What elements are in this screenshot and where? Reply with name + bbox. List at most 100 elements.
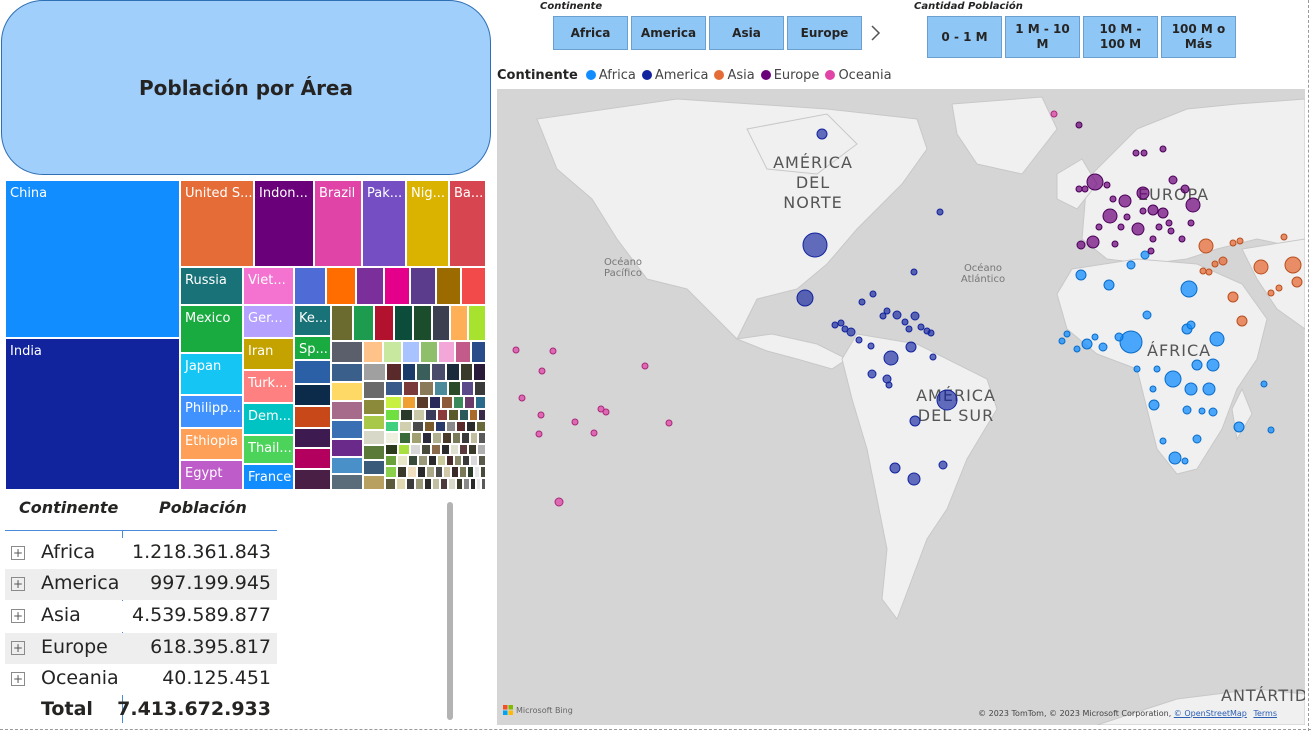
treemap-tile[interactable]: Ba... <box>449 180 486 267</box>
treemap-tile[interactable]: Ger... <box>243 305 294 338</box>
map-bubbles[interactable] <box>497 89 1305 725</box>
treemap-tile[interactable] <box>456 478 463 490</box>
col-header-population[interactable]: Población <box>159 498 247 517</box>
expand-icon[interactable]: + <box>11 577 25 591</box>
treemap-tile[interactable]: Russia <box>180 267 243 305</box>
treemap[interactable]: China India United S... Indon... Brazil … <box>5 180 486 490</box>
treemap-tile[interactable]: Thail... <box>243 435 294 464</box>
treemap-tile[interactable]: Turk... <box>243 370 294 403</box>
treemap-tile[interactable] <box>294 384 331 406</box>
treemap-tile[interactable]: Indon... <box>254 180 314 267</box>
bubble-map[interactable]: AMÉRICA DEL NORTE Océano Pacífico Océano… <box>497 89 1305 725</box>
treemap-tile[interactable] <box>424 478 432 490</box>
treemap-tile[interactable] <box>363 399 385 415</box>
treemap-tile[interactable] <box>385 409 400 421</box>
treemap-tile[interactable] <box>406 478 415 490</box>
treemap-tile[interactable] <box>331 474 363 490</box>
treemap-tile[interactable] <box>331 382 363 401</box>
treemap-tile[interactable] <box>432 305 450 341</box>
treemap-tile[interactable] <box>470 478 476 490</box>
treemap-tile[interactable] <box>385 396 402 409</box>
treemap-tile[interactable] <box>480 466 486 478</box>
treemap-tile[interactable] <box>468 444 477 455</box>
treemap-tile[interactable] <box>462 455 470 466</box>
treemap-tile[interactable] <box>410 444 421 455</box>
treemap-tile[interactable] <box>416 396 429 409</box>
slicer-btn-america[interactable]: America <box>631 16 706 50</box>
treemap-tile[interactable] <box>294 428 331 448</box>
treemap-tile[interactable] <box>460 363 473 381</box>
treemap-tile[interactable] <box>448 381 461 396</box>
scrollbar[interactable] <box>447 502 453 720</box>
treemap-tile[interactable] <box>331 363 363 382</box>
treemap-tile[interactable] <box>385 381 403 396</box>
treemap-tile[interactable] <box>294 360 331 384</box>
treemap-tile[interactable]: Japan <box>180 353 243 395</box>
treemap-tile[interactable] <box>363 363 386 381</box>
treemap-tile[interactable] <box>459 444 468 455</box>
treemap-tile[interactable] <box>474 381 486 396</box>
slicer-btn-0-1m[interactable]: 0 - 1 M <box>927 16 1002 58</box>
treemap-tile[interactable] <box>464 396 475 409</box>
treemap-tile[interactable] <box>435 421 446 432</box>
treemap-tile[interactable] <box>431 363 446 381</box>
treemap-tile[interactable] <box>478 455 486 466</box>
treemap-tile[interactable] <box>459 466 467 478</box>
treemap-tile[interactable] <box>385 455 397 466</box>
treemap-tile[interactable] <box>471 341 486 363</box>
expand-icon[interactable]: + <box>11 672 25 686</box>
treemap-tile[interactable] <box>407 466 417 478</box>
treemap-tile[interactable] <box>331 305 353 341</box>
treemap-tile[interactable] <box>386 363 402 381</box>
terms-link[interactable]: Terms <box>1253 709 1277 718</box>
treemap-tile[interactable] <box>418 455 428 466</box>
treemap-tile[interactable] <box>437 455 446 466</box>
treemap-tile[interactable]: Ke... <box>294 305 331 336</box>
treemap-tile[interactable] <box>450 305 468 341</box>
treemap-tile[interactable] <box>422 432 432 444</box>
treemap-tile[interactable] <box>468 305 486 341</box>
treemap-tile[interactable]: France <box>243 464 294 490</box>
treemap-tile[interactable] <box>441 396 453 409</box>
treemap-tile[interactable] <box>421 444 431 455</box>
legend-item-africa[interactable]: Africa <box>585 68 636 83</box>
treemap-tile[interactable] <box>397 455 408 466</box>
treemap-tile[interactable] <box>477 444 486 455</box>
treemap-tile[interactable]: Dem... <box>243 403 294 435</box>
treemap-tile[interactable] <box>436 267 461 305</box>
treemap-tile[interactable] <box>374 305 394 341</box>
treemap-tile[interactable] <box>417 466 426 478</box>
treemap-tile[interactable] <box>425 409 437 421</box>
treemap-tile[interactable] <box>481 478 486 490</box>
treemap-tile[interactable] <box>467 466 474 478</box>
treemap-tile[interactable] <box>473 363 486 381</box>
treemap-tile[interactable] <box>432 432 442 444</box>
treemap-tile[interactable] <box>385 432 399 444</box>
treemap-tile[interactable] <box>397 466 407 478</box>
treemap-tile[interactable] <box>385 478 396 490</box>
treemap-tile[interactable]: Viet... <box>243 267 294 305</box>
treemap-tile[interactable] <box>450 444 459 455</box>
treemap-tile[interactable] <box>446 363 460 381</box>
treemap-tile[interactable] <box>474 466 480 478</box>
treemap-tile[interactable] <box>475 396 486 409</box>
treemap-tile[interactable]: India <box>5 338 180 490</box>
treemap-tile[interactable] <box>363 460 385 475</box>
treemap-tile[interactable] <box>384 267 410 305</box>
treemap-tile[interactable] <box>415 478 424 490</box>
treemap-tile[interactable] <box>413 409 425 421</box>
treemap-tile[interactable] <box>448 478 456 490</box>
col-header-continent[interactable]: Continente <box>19 498 119 517</box>
treemap-tile[interactable] <box>463 478 470 490</box>
treemap-tile[interactable] <box>438 341 455 363</box>
treemap-tile[interactable] <box>396 478 406 490</box>
treemap-tile[interactable] <box>459 409 469 421</box>
treemap-tile[interactable]: Sp... <box>294 336 331 360</box>
treemap-tile[interactable]: Egypt <box>180 460 243 490</box>
treemap-tile[interactable] <box>331 439 363 457</box>
treemap-tile[interactable] <box>431 444 441 455</box>
treemap-tile[interactable] <box>448 409 459 421</box>
slicer-btn-10-100m[interactable]: 10 M - 100 M <box>1083 16 1158 58</box>
treemap-tile[interactable] <box>429 396 441 409</box>
expand-icon[interactable]: + <box>11 609 25 623</box>
